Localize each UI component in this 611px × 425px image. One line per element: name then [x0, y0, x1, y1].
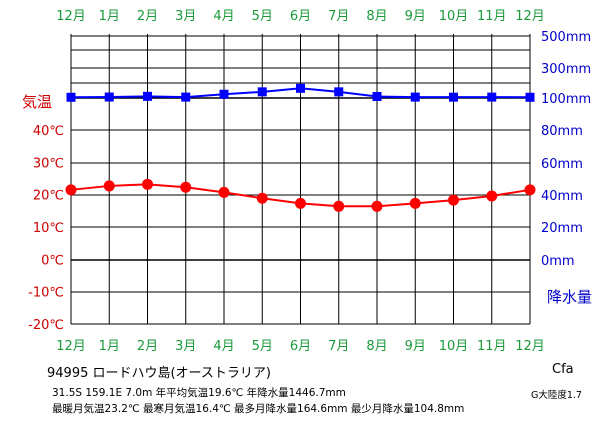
- precip-tick-label: 60mm: [541, 157, 583, 172]
- month-label-top: 11月: [477, 9, 507, 24]
- month-label-top: 1月: [99, 9, 120, 24]
- precip-point: [296, 83, 305, 93]
- station-summary: 31.5S 159.1E 7.0m 年平均気温19.6℃ 年降水量1446.7m…: [52, 387, 346, 399]
- month-label-bottom: 8月: [366, 339, 387, 354]
- temp-point: [218, 186, 230, 198]
- temp-tick-label: 40℃: [33, 124, 64, 139]
- precip-tick-label: 20mm: [541, 221, 583, 236]
- month-label-bottom: 6月: [290, 339, 311, 354]
- temp-tick-label: -10℃: [28, 286, 64, 301]
- chart-series: [65, 83, 536, 212]
- month-label-bottom: 11月: [477, 339, 507, 354]
- precip-point: [104, 92, 114, 102]
- precip-point: [66, 92, 76, 102]
- precip-tick-label: 300mm: [541, 62, 591, 77]
- precip-point: [257, 87, 267, 97]
- chart-labels: 12月 12月 1月 1月 2月 2月 3月 3月 4月 4月 5月 5月 6月 6月 7月 7月 8月 8月 9月…: [22, 9, 592, 354]
- month-label-bottom: 12月: [515, 339, 545, 354]
- month-label-bottom: 12月: [56, 339, 86, 354]
- precip-tick-label: 80mm: [541, 124, 583, 139]
- month-label-bottom: 3月: [175, 339, 196, 354]
- temp-tick-label: 10℃: [33, 221, 64, 236]
- temp-point: [256, 192, 268, 204]
- temp-point: [295, 197, 306, 209]
- month-label-bottom: 10月: [439, 339, 469, 354]
- month-label-bottom: 9月: [405, 339, 426, 354]
- temp-point: [409, 197, 421, 209]
- month-label-top: 5月: [252, 9, 273, 24]
- temp-point: [371, 200, 383, 212]
- precip-point: [181, 92, 191, 102]
- precip-point: [334, 87, 344, 97]
- precip-point: [525, 92, 535, 102]
- precip-point: [410, 92, 420, 102]
- month-label-top: 12月: [56, 9, 86, 24]
- month-label-bottom: 2月: [137, 339, 158, 354]
- station-title: 94995 ロードハウ島(オーストラリア): [47, 366, 271, 381]
- precip-point: [372, 92, 382, 101]
- station-extremes: 最暖月気温23.2℃ 最寒月気温16.4℃ 最多月降水量164.6mm 最少月降…: [52, 403, 465, 415]
- temp-point: [333, 200, 345, 212]
- temp-point: [65, 184, 77, 196]
- precip-tick-label: 500mm: [541, 30, 591, 45]
- precip-point: [487, 92, 497, 102]
- month-label-bottom: 1月: [99, 339, 120, 354]
- precip-axis-title: 降水量: [547, 288, 592, 306]
- precip-point: [219, 89, 229, 99]
- month-label-top: 7月: [328, 9, 349, 24]
- temp-tick-label: 20℃: [33, 189, 64, 204]
- month-label-bottom: 7月: [328, 339, 349, 354]
- month-label-bottom: 5月: [252, 339, 273, 354]
- temp-point: [103, 180, 115, 192]
- month-label-top: 6月: [290, 9, 311, 24]
- precip-tick-label: 0mm: [541, 254, 575, 269]
- month-label-top: 9月: [405, 9, 426, 24]
- precip-point: [143, 91, 152, 101]
- temp-point: [142, 178, 153, 190]
- precip-point: [449, 92, 458, 102]
- chart-grid: [70, 34, 531, 325]
- month-label-top: 4月: [213, 9, 234, 24]
- precip-tick-label: 100mm: [541, 92, 591, 107]
- month-label-top: 10月: [439, 9, 469, 24]
- temp-tick-label: 30℃: [33, 156, 64, 171]
- temp-point: [448, 194, 459, 206]
- month-label-top: 2月: [137, 9, 158, 24]
- month-label-top: 8月: [366, 9, 387, 24]
- temp-point: [524, 184, 536, 196]
- climate-class: Cfa: [552, 362, 574, 377]
- precip-tick-label: 40mm: [541, 189, 583, 204]
- temp-tick-label: -20℃: [28, 318, 64, 333]
- month-label-bottom: 4月: [213, 339, 234, 354]
- temp-point: [486, 190, 498, 202]
- temp-axis-title: 気温: [22, 93, 52, 111]
- temp-point: [180, 181, 192, 193]
- continentality-index: G大陸度1.7: [531, 390, 582, 401]
- month-label-top: 12月: [515, 9, 545, 24]
- month-label-top: 3月: [175, 9, 196, 24]
- temp-tick-label: 0℃: [41, 253, 64, 268]
